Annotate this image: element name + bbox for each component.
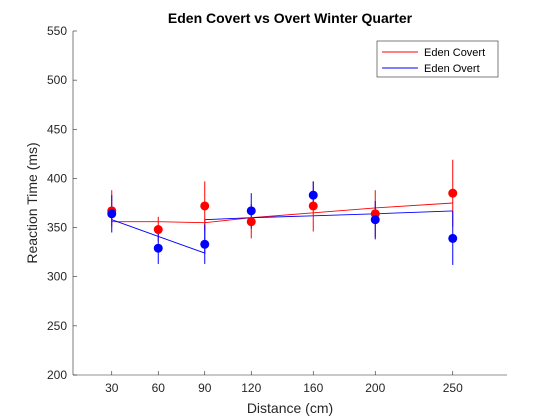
chart-title: Eden Covert vs Overt Winter Quarter [168, 10, 413, 26]
data-point-eden-overt [200, 239, 210, 249]
plot-area [73, 31, 507, 375]
x-tick-label: 60 [152, 381, 166, 395]
x-tick-label: 160 [303, 381, 323, 395]
y-tick-label: 250 [47, 319, 67, 333]
legend-label-eden-overt: Eden Overt [424, 63, 480, 75]
data-point-eden-covert [246, 217, 256, 227]
data-point-eden-overt [308, 190, 318, 200]
data-point-eden-overt [370, 215, 380, 225]
x-axis-label: Distance (cm) [247, 400, 333, 416]
y-tick-label: 500 [47, 73, 67, 87]
x-tick-label: 250 [443, 381, 463, 395]
data-point-eden-covert [308, 201, 318, 211]
y-tick-label: 200 [47, 368, 67, 382]
x-tick-label: 120 [241, 381, 261, 395]
x-tick-label: 200 [365, 381, 385, 395]
x-tick-label: 90 [198, 381, 212, 395]
data-point-eden-overt [107, 209, 117, 219]
y-ticks: 200 250 300 350 400 450 500 550 [47, 24, 77, 382]
y-tick-label: 550 [47, 24, 67, 38]
legend-box [376, 40, 499, 78]
data-point-eden-covert [448, 188, 458, 198]
y-tick-label: 400 [47, 171, 67, 185]
data-point-eden-covert [153, 225, 163, 235]
y-tick-label: 300 [47, 270, 67, 284]
data-point-eden-covert [200, 201, 210, 211]
fit-line-eden-overt [111, 210, 453, 254]
data-point-eden-overt [448, 233, 458, 243]
data-points [107, 188, 458, 253]
y-tick-label: 450 [47, 122, 67, 136]
y-axis-label: Reaction Time (ms) [24, 142, 40, 263]
x-tick-label: 30 [105, 381, 119, 395]
data-point-eden-overt [246, 206, 256, 216]
legend: Eden Covert Eden Overt [376, 40, 499, 78]
data-point-eden-overt [153, 243, 163, 253]
legend-label-eden-covert: Eden Covert [424, 47, 485, 59]
y-tick-label: 350 [47, 221, 67, 235]
x-ticks: 30 60 90 120 160 200 250 [105, 371, 463, 395]
